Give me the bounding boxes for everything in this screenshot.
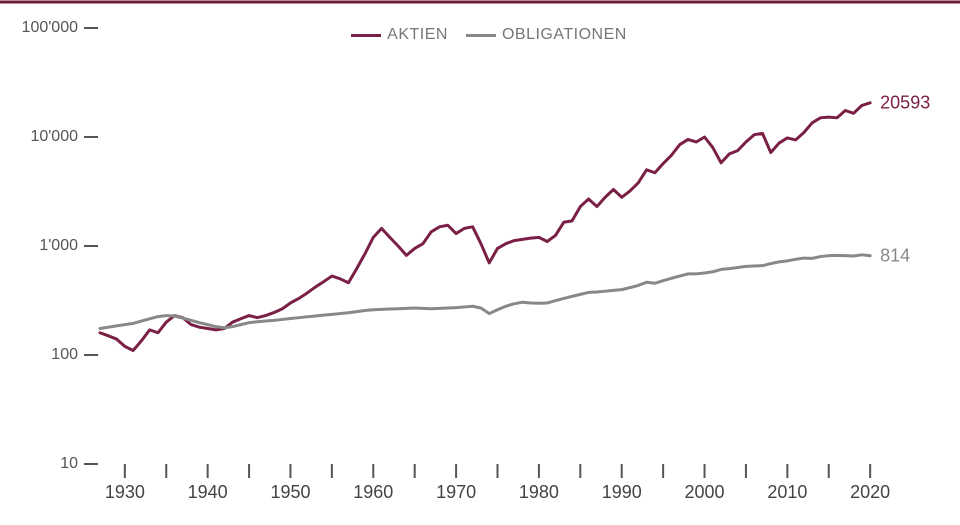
- series-end-label: 814: [880, 245, 910, 266]
- x-tick-label: 2010: [767, 482, 807, 503]
- chart-legend: AKTIEN OBLIGATIONEN: [0, 26, 960, 44]
- legend-label: OBLIGATIONEN: [502, 26, 627, 43]
- x-tick-label: 2020: [850, 482, 890, 503]
- x-tick-label: 1990: [602, 482, 642, 503]
- legend-label: AKTIEN: [387, 26, 448, 43]
- x-tick-label: 1950: [270, 482, 310, 503]
- series-end-label: 20593: [880, 92, 930, 113]
- x-tick-label: 1940: [188, 482, 228, 503]
- y-tick-label: 1'000: [39, 237, 78, 255]
- x-tick-label: 1970: [436, 482, 476, 503]
- legend-swatch: [466, 34, 496, 37]
- y-tick-label: 100: [51, 346, 78, 364]
- y-tick-label: 10: [60, 455, 78, 473]
- x-tick-label: 2000: [685, 482, 725, 503]
- y-tick-label: 100'000: [22, 19, 78, 37]
- chart-svg: [0, 0, 960, 525]
- y-tick-label: 10'000: [30, 128, 78, 146]
- x-tick-label: 1930: [105, 482, 145, 503]
- line-chart: AKTIEN OBLIGATIONEN 10 100 1'000 10'000 100'0…: [0, 0, 960, 525]
- x-tick-label: 1980: [519, 482, 559, 503]
- legend-swatch: [351, 34, 381, 37]
- x-tick-label: 1960: [353, 482, 393, 503]
